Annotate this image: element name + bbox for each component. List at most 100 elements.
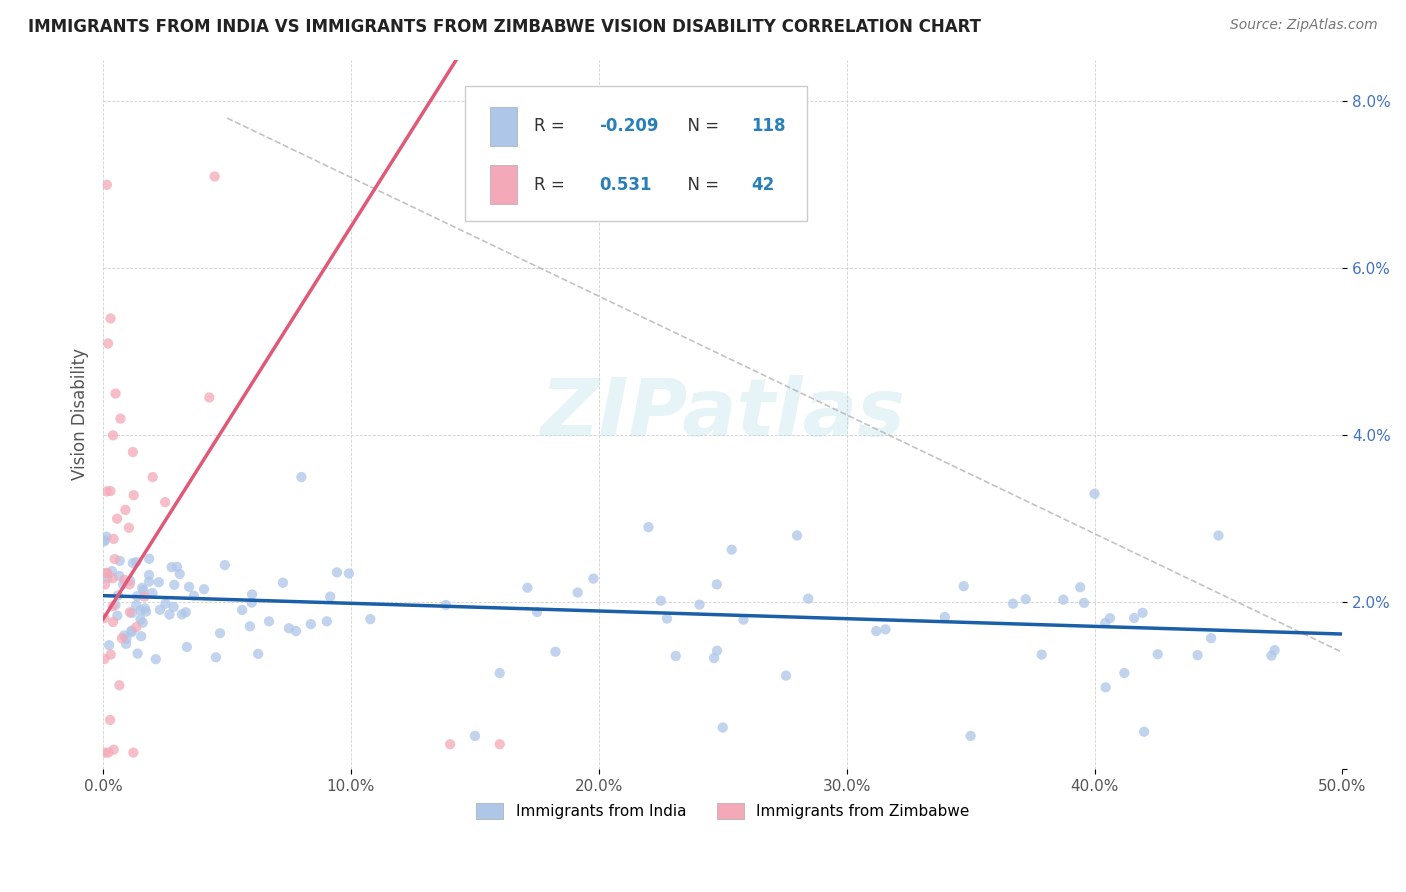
Point [118,521,141,535]
Point [231,603,253,617]
Point [1264,643,1286,657]
Point [121,556,143,570]
Point [775,668,797,682]
Point [1001,597,1024,611]
Point [100,484,122,499]
Y-axis label: Vision Disability: Vision Disability [72,349,89,481]
Point [567,585,589,599]
Point [959,729,981,743]
Point [1114,666,1136,681]
Point [135,605,157,619]
Point [132,615,155,630]
Point [290,470,312,484]
Point [101,615,124,629]
Point [284,624,307,639]
Point [1094,615,1116,630]
Point [103,532,125,546]
Text: Source: ZipAtlas.com: Source: ZipAtlas.com [1230,18,1378,32]
Point [650,593,672,607]
Point [359,612,381,626]
Point [193,582,215,597]
Point [108,678,131,692]
Text: 118: 118 [751,118,786,136]
Point [96,571,118,585]
Bar [489,107,517,145]
Point [114,503,136,517]
Point [134,601,156,615]
Point [93,746,115,760]
Point [169,566,191,581]
Point [127,647,149,661]
Point [153,495,176,509]
Point [706,644,728,658]
Bar [489,165,517,204]
Point [277,621,299,635]
Point [655,611,678,625]
Point [122,746,145,760]
Point [100,648,122,662]
Point [162,599,184,614]
Point [711,721,734,735]
Legend: Immigrants from India, Immigrants from Zimbabwe: Immigrants from India, Immigrants from Z… [470,797,976,825]
Point [214,558,236,572]
Point [138,574,160,589]
Point [129,629,152,643]
Point [315,615,337,629]
Point [1073,596,1095,610]
Point [1187,648,1209,662]
Point [101,571,124,585]
Point [125,555,148,569]
Point [240,596,263,610]
Text: -0.209: -0.209 [599,118,658,136]
Point [1199,631,1222,645]
Point [125,599,148,613]
Point [1031,648,1053,662]
Point [1123,611,1146,625]
Text: ZIPatlas: ZIPatlas [540,376,905,453]
Point [1015,592,1038,607]
Point [439,737,461,751]
Point [204,169,226,184]
Point [155,597,177,611]
Point [97,746,120,760]
Point [118,605,141,619]
Point [121,625,143,640]
Point [488,666,510,681]
Point [183,589,205,603]
Point [103,742,125,756]
Point [100,311,122,326]
Point [96,484,118,499]
Point [1132,606,1154,620]
Point [582,572,605,586]
Point [98,713,121,727]
Point [101,428,124,442]
Point [120,574,142,588]
Point [865,624,887,638]
Text: 0.531: 0.531 [599,176,651,194]
Point [105,512,128,526]
Point [526,605,548,619]
Point [239,619,262,633]
Point [138,551,160,566]
Point [115,637,138,651]
Point [145,652,167,666]
Point [96,566,118,580]
Point [166,559,188,574]
Point [637,520,659,534]
Point [875,623,897,637]
Point [247,647,270,661]
Text: R =: R = [534,176,575,194]
Point [93,534,115,549]
Point [108,554,131,568]
Point [464,729,486,743]
Point [163,578,186,592]
Point [122,488,145,502]
Point [122,445,145,459]
Point [1069,580,1091,594]
Point [141,586,163,600]
Point [1208,528,1230,542]
Point [97,336,120,351]
Point [1133,724,1156,739]
Point [706,577,728,591]
Point [488,737,510,751]
